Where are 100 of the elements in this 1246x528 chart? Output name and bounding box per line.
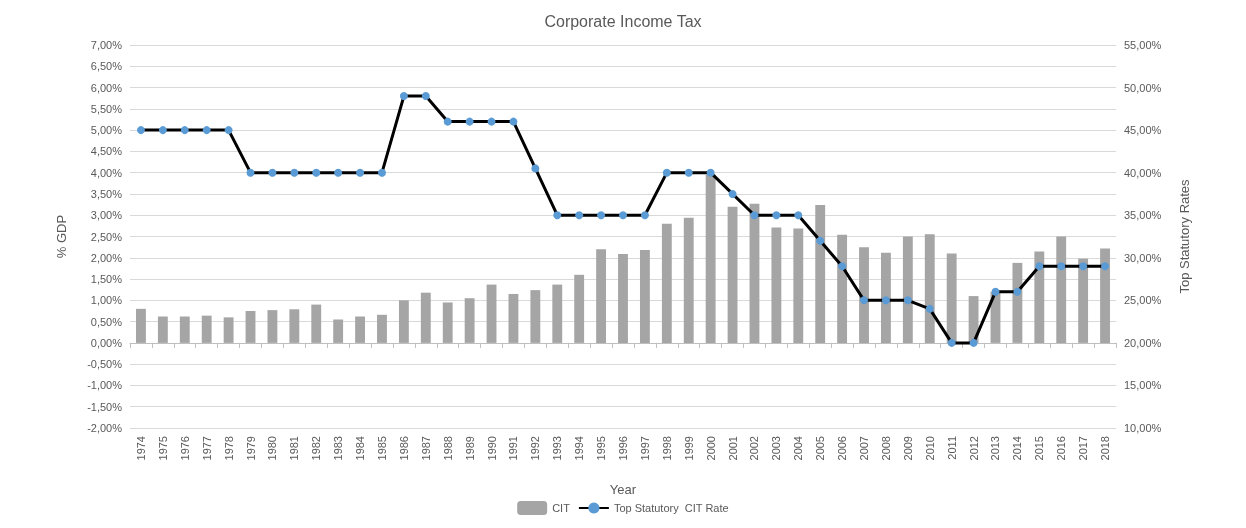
- bar: [311, 304, 322, 343]
- bar: [639, 250, 650, 343]
- y-axis-title: % GDP: [54, 214, 69, 259]
- bar: [881, 252, 891, 343]
- bar: [837, 234, 848, 343]
- x-tick-label: 2016: [1055, 436, 1068, 461]
- bar: [902, 236, 913, 343]
- x-tick-label: 1997: [638, 436, 651, 461]
- bar: [815, 205, 826, 343]
- y2-tick-label: 50,00%: [1124, 81, 1162, 94]
- bar: [486, 284, 497, 343]
- x-tick-label: 2005: [814, 436, 827, 461]
- legend-label: CIT: [552, 502, 571, 514]
- y2-tick-label: 35,00%: [1124, 209, 1162, 222]
- bar: [1100, 248, 1110, 343]
- y-tick-label: 5,00%: [90, 124, 123, 137]
- legend-label: Top Statutory CIT Rate: [613, 502, 729, 514]
- y-tick-label: 1,00%: [90, 294, 123, 307]
- bar: [377, 314, 387, 343]
- bar: [771, 227, 782, 343]
- x-tick-label: 1992: [529, 436, 542, 461]
- y2-tick-label: 25,00%: [1124, 294, 1162, 307]
- bar: [530, 290, 541, 343]
- bar: [1056, 236, 1067, 343]
- chart-title: Corporate Income Tax: [544, 12, 702, 30]
- bar: [859, 247, 869, 343]
- bar: [683, 217, 694, 343]
- y-tick-label: -1,00%: [87, 379, 123, 392]
- x-tick-label: 2011: [945, 436, 958, 460]
- x-tick-label: 1993: [551, 436, 564, 461]
- y2-tick-label: 45,00%: [1124, 124, 1162, 137]
- x-tick-label: 1990: [485, 436, 498, 461]
- x-tick-label: 1996: [617, 436, 629, 461]
- x-tick-label: 2013: [989, 436, 1002, 461]
- bar: [1012, 262, 1023, 343]
- x-tick-label: 2009: [901, 436, 914, 461]
- y-tick-label: 4,50%: [90, 145, 123, 158]
- x-tick-label: 1998: [660, 436, 673, 461]
- x-tick-label: 2008: [879, 436, 892, 461]
- bar: [442, 302, 453, 343]
- x-tick-label: 1983: [332, 436, 345, 461]
- y-tick-label: 2,00%: [90, 251, 123, 264]
- x-tick-label: 2014: [1011, 436, 1024, 461]
- x-tick-label: 1980: [266, 436, 279, 461]
- x-tick-label: 1975: [156, 436, 169, 461]
- x-tick-label: 1988: [441, 436, 454, 461]
- x-tick-label: 2010: [923, 436, 936, 461]
- y-tick-label: -2,00%: [87, 422, 123, 434]
- x-tick-label: 1999: [682, 436, 695, 461]
- y2-tick-label: 10,00%: [1124, 422, 1162, 434]
- bar: [267, 310, 278, 343]
- bar: [727, 206, 738, 343]
- y2-axis-title: Top Statutory Rates: [1177, 178, 1192, 294]
- bar: [793, 228, 804, 343]
- y2-tick-label: 15,00%: [1124, 379, 1162, 392]
- x-tick-label: 2006: [836, 436, 849, 461]
- x-tick-label: 1981: [288, 436, 301, 461]
- bar: [924, 234, 935, 343]
- x-tick-label: 2003: [770, 436, 783, 461]
- y2-tick-label: 55,00%: [1124, 39, 1162, 51]
- bar: [333, 319, 344, 343]
- y-tick-label: 3,00%: [90, 209, 123, 222]
- x-tick-label: 1985: [375, 436, 388, 461]
- x-tick-label: 1974: [134, 436, 147, 461]
- x-tick-label: 2000: [704, 436, 717, 461]
- bar: [157, 316, 168, 343]
- x-tick-label: 2004: [792, 436, 805, 461]
- x-tick-label: 1979: [244, 436, 257, 461]
- x-tick-label: 2007: [858, 436, 871, 461]
- x-tick-label: 2017: [1077, 436, 1090, 461]
- x-tick-label: 2001: [726, 436, 739, 461]
- bar: [201, 315, 212, 343]
- y-tick-label: 5,50%: [90, 102, 123, 115]
- y-tick-label: 3,50%: [90, 187, 123, 200]
- x-tick-label: 2015: [1033, 436, 1046, 461]
- x-tick-label: 1976: [178, 436, 191, 461]
- y-tick-label: 0,50%: [90, 315, 123, 328]
- y-tick-label: 7,00%: [90, 39, 123, 51]
- x-tick-label: 1986: [397, 436, 410, 461]
- bar: [552, 284, 563, 343]
- x-tick-label: 1977: [200, 436, 213, 461]
- x-tick-label: 1978: [222, 436, 235, 461]
- bar: [420, 292, 431, 343]
- y-tick-label: -0,50%: [87, 358, 123, 371]
- bar: [1078, 258, 1089, 343]
- y-tick-label: 2,50%: [90, 230, 123, 243]
- bar: [508, 293, 519, 343]
- bar: [574, 274, 585, 343]
- y-tick-label: 4,00%: [90, 166, 123, 179]
- y2-tick-label: 40,00%: [1124, 166, 1162, 179]
- x-tick-label: 1989: [463, 436, 476, 461]
- bar: [179, 316, 190, 343]
- bar: [398, 300, 409, 343]
- bar: [464, 298, 475, 343]
- x-tick-label: 1987: [419, 436, 432, 461]
- y-tick-label: 0,00%: [90, 336, 123, 349]
- bar: [749, 203, 760, 343]
- bar: [661, 223, 672, 343]
- x-tick-label: 2018: [1099, 436, 1112, 461]
- bar: [618, 253, 628, 343]
